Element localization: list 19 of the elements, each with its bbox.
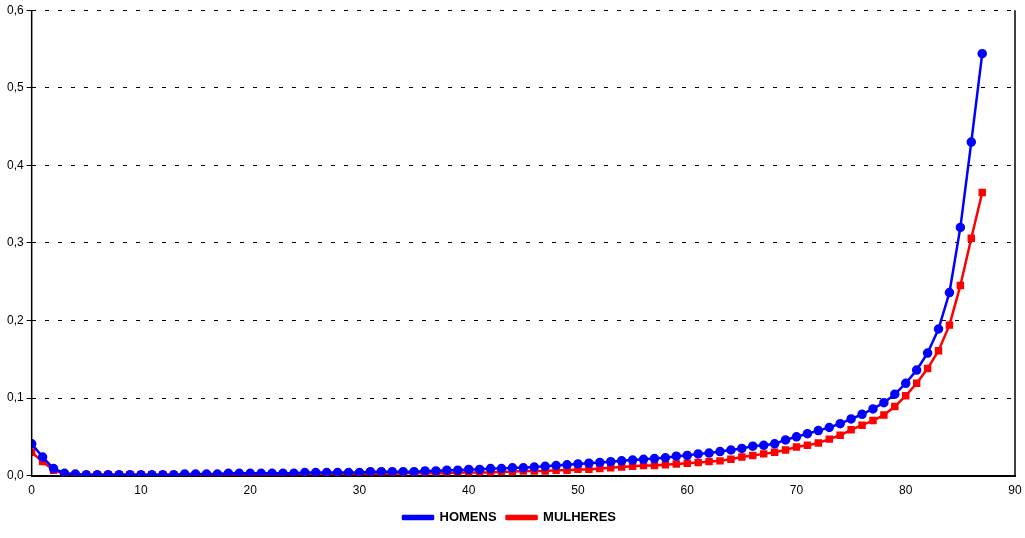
legend-label: MULHERES — [543, 509, 617, 525]
y-tick-label: 0,0 — [6, 467, 24, 482]
y-tick-label: 0,6 — [6, 2, 24, 17]
x-tick-label: 90 — [1008, 483, 1022, 498]
x-tick-label: 70 — [789, 483, 804, 498]
y-tick-label: 0,2 — [6, 312, 24, 327]
x-tick-label: 30 — [352, 483, 367, 498]
legend-label: HOMENS — [439, 509, 497, 525]
x-tick-label: 80 — [899, 483, 913, 498]
y-tick-label: 0,3 — [6, 235, 24, 250]
y-tick-label: 0,4 — [6, 157, 24, 172]
x-tick-label: 60 — [680, 483, 695, 498]
x-tick-label: 0 — [28, 483, 36, 498]
y-tick-label: 0,1 — [6, 390, 24, 405]
x-tick-label: 10 — [134, 483, 148, 498]
x-tick-label: 40 — [462, 483, 476, 498]
x-tick-label: 20 — [243, 483, 258, 498]
x-tick-label: 50 — [571, 483, 585, 498]
y-tick-label: 0,5 — [6, 80, 24, 95]
